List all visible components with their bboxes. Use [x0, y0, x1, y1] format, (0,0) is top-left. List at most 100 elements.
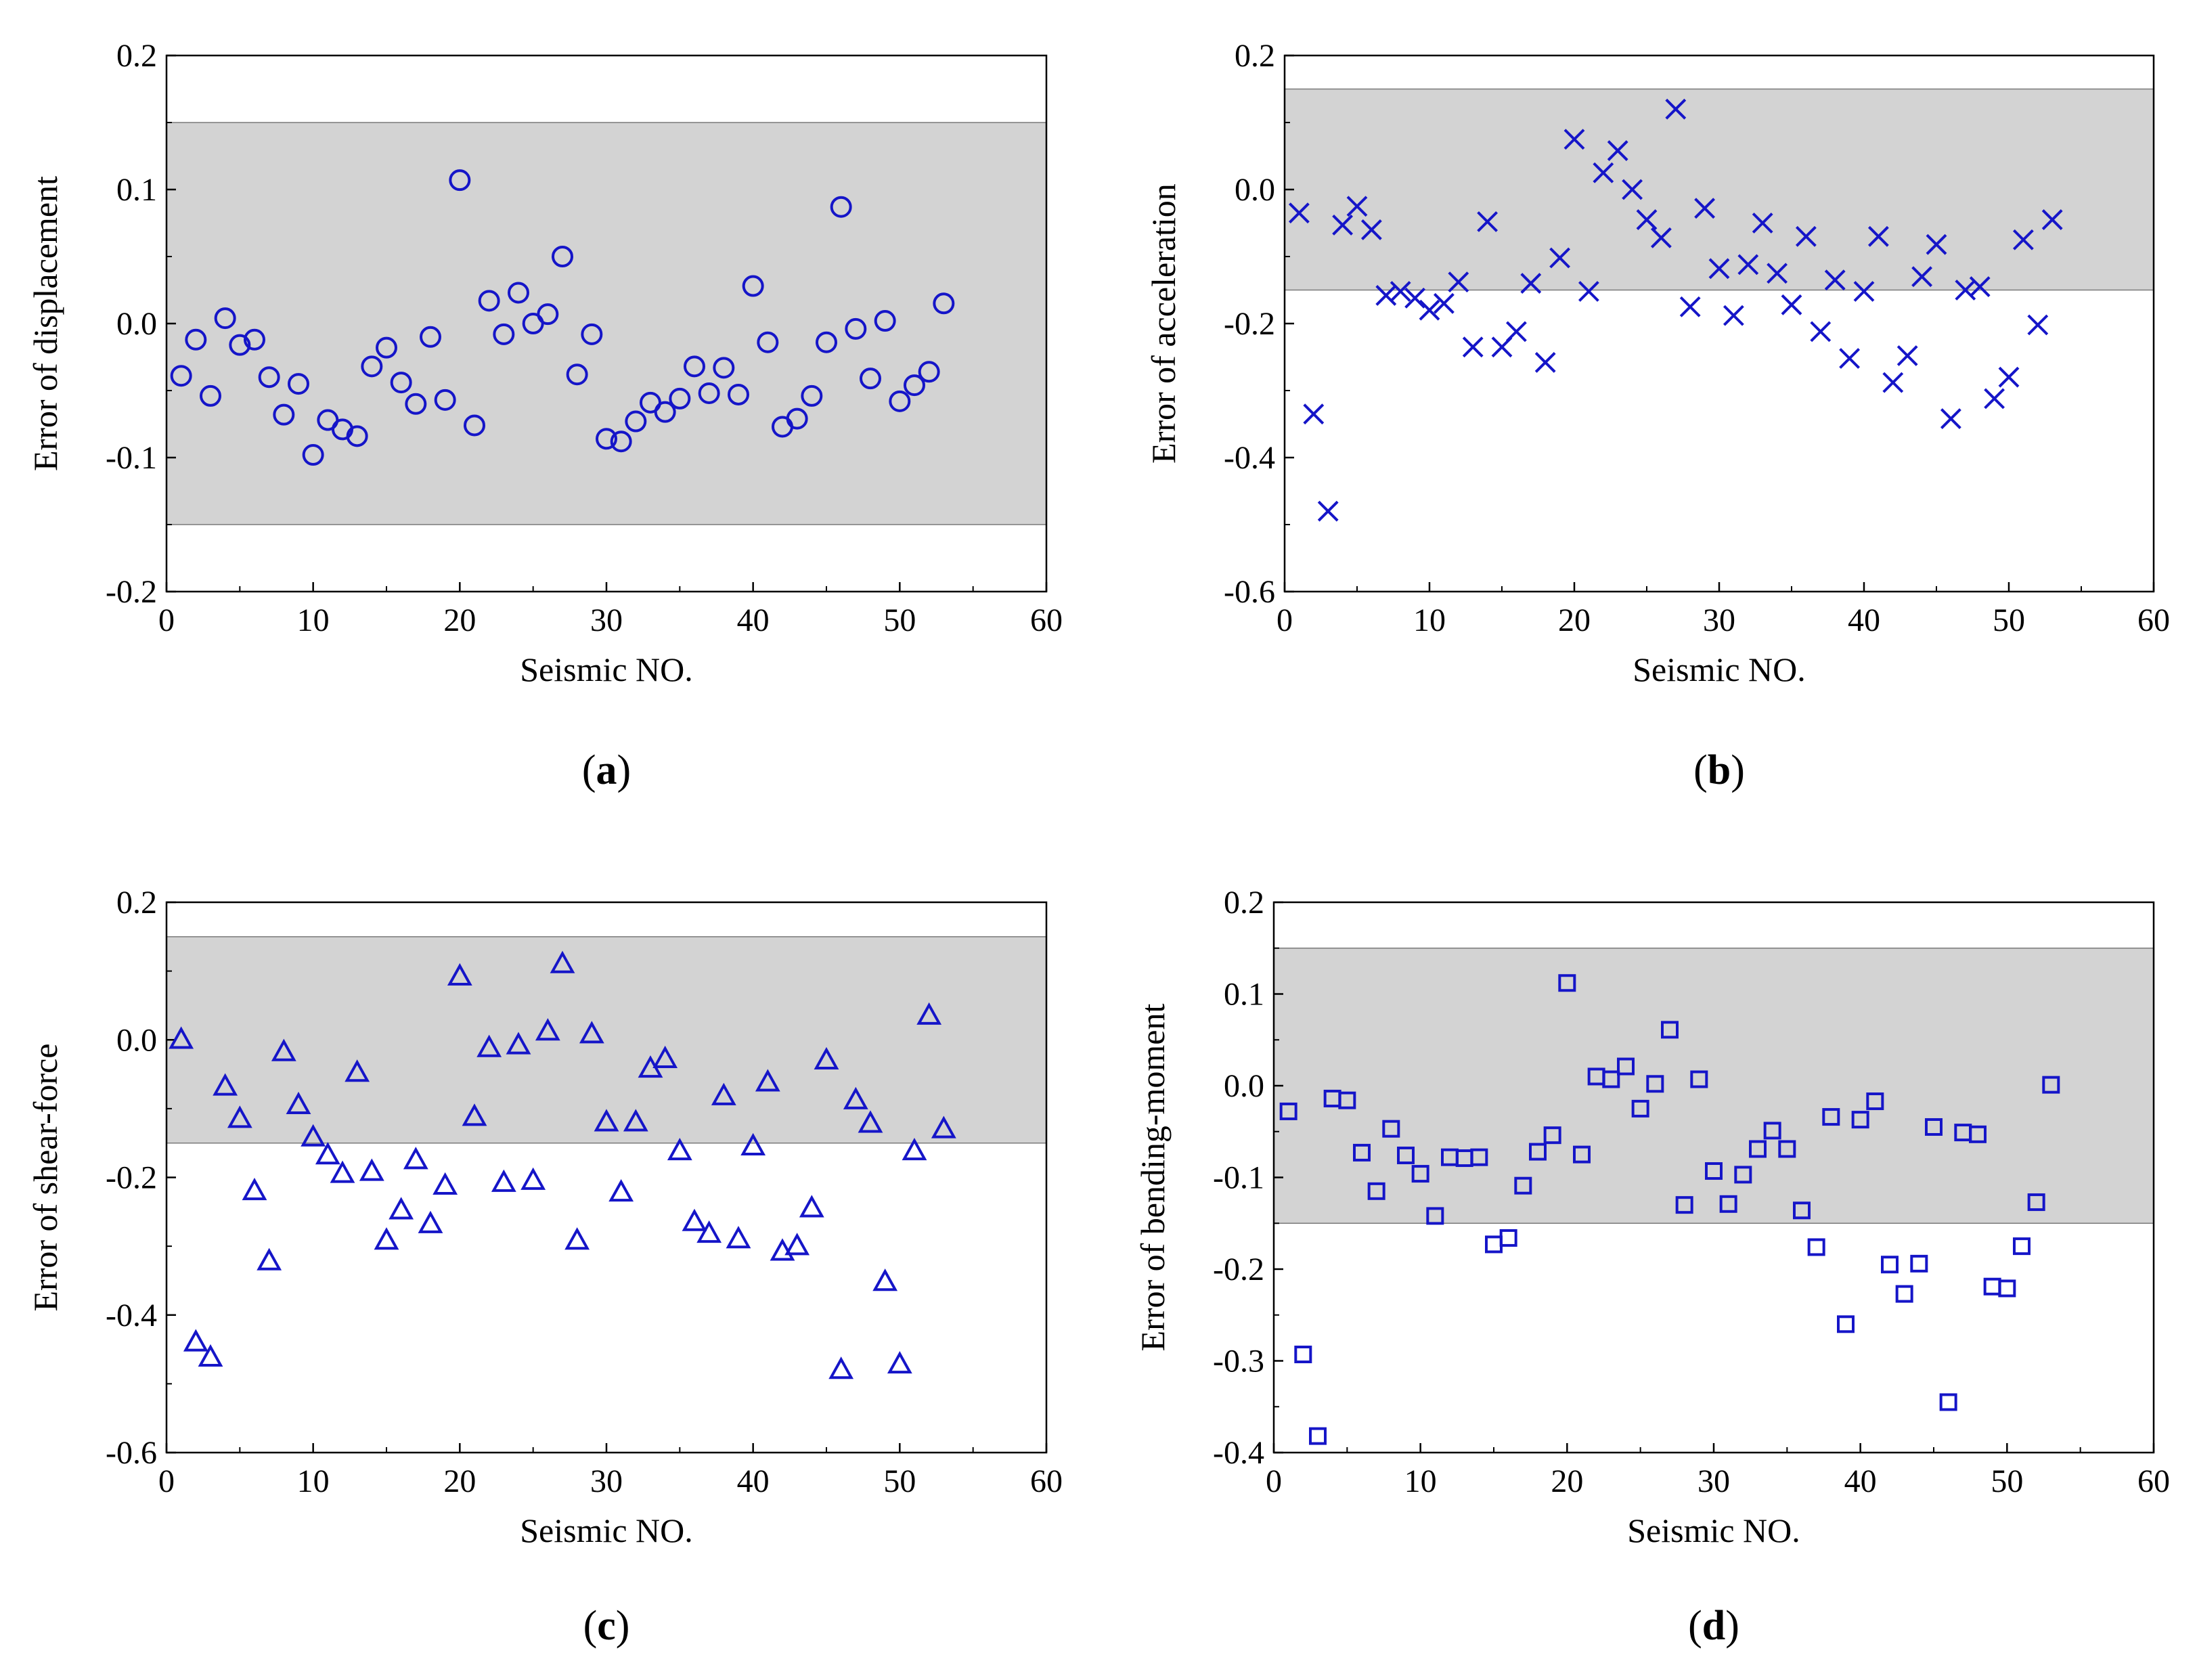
x-axis-label: Seismic NO.: [520, 650, 693, 688]
data-point: [520, 1167, 546, 1190]
data-point: [1404, 287, 1426, 309]
data-point: [1573, 1145, 1591, 1164]
data-point: [1896, 345, 1918, 366]
chart-panel-a: 0 10 20 30 40 50 60 -0.2 -0.1 0.0 0.1 0.2 Seismic NO…: [26, 38, 1063, 793]
data-point: [1529, 1143, 1547, 1161]
data-point: [361, 355, 383, 378]
panel-label-open: (: [583, 1603, 598, 1649]
x-tick-label: 20: [1558, 602, 1591, 638]
tolerance-band: [167, 123, 1046, 525]
data-point: [478, 290, 500, 312]
x-tick-label: 10: [297, 602, 330, 638]
data-point: [389, 1197, 414, 1220]
panel-label: (c): [583, 1603, 630, 1649]
y-tick-label: -0.6: [1224, 574, 1275, 610]
data-point: [2041, 209, 2063, 230]
data-point: [227, 1105, 252, 1128]
data-point: [1998, 1279, 2016, 1298]
data-point: [1795, 225, 1817, 247]
data-point: [374, 1227, 399, 1250]
data-point: [1426, 1207, 1444, 1225]
data-point: [1969, 276, 1991, 297]
data-point: [801, 384, 823, 407]
data-point: [1851, 1111, 1869, 1129]
data-point: [1723, 305, 1744, 326]
data-point: [784, 1233, 810, 1256]
data-point: [594, 1109, 619, 1132]
data-point: [1382, 1120, 1400, 1138]
tolerance-band: [167, 936, 1046, 1143]
panel-label: (d): [1688, 1603, 1739, 1649]
data-point: [667, 1138, 692, 1161]
data-point: [1882, 372, 1904, 393]
x-tick-label: 0: [1277, 602, 1293, 638]
data-point: [1895, 1285, 1913, 1303]
panel-label-letter: d: [1702, 1603, 1725, 1649]
data-point: [346, 425, 368, 447]
data-point: [493, 323, 515, 345]
data-point: [273, 403, 295, 426]
y-tick-label: -0.2: [106, 574, 157, 610]
data-point: [566, 363, 588, 386]
data-point: [449, 169, 471, 192]
data-point: [1793, 1201, 1811, 1220]
data-point: [1558, 974, 1576, 992]
data-point: [1646, 1075, 1664, 1093]
data-point: [1837, 1315, 1855, 1333]
marker-series: [1288, 98, 2063, 522]
data-point: [1734, 1166, 1752, 1184]
data-point: [1650, 227, 1672, 248]
data-point: [1839, 348, 1861, 369]
data-point: [904, 374, 925, 397]
x-tick-label: 10: [1404, 1463, 1437, 1499]
data-point: [684, 355, 705, 378]
data-point: [902, 1138, 927, 1161]
data-point: [1411, 1165, 1429, 1183]
panel-label-close: ): [616, 1603, 630, 1649]
data-point: [1549, 247, 1571, 269]
data-point: [1998, 366, 2020, 388]
data-point: [1694, 198, 1716, 219]
panel-label-close: ): [617, 747, 631, 793]
data-point: [447, 963, 472, 986]
data-point: [462, 1103, 487, 1126]
x-tick-label: 20: [443, 602, 476, 638]
data-point: [1763, 1122, 1781, 1140]
x-axis-label: Seismic NO.: [520, 1511, 693, 1549]
data-point: [610, 430, 632, 453]
x-tick-label: 50: [1991, 1463, 2023, 1499]
x-tick-label: 60: [2137, 602, 2170, 638]
data-point: [1705, 1162, 1723, 1180]
data-point: [1824, 269, 1846, 291]
y-tick-label: 0.1: [116, 172, 157, 208]
data-point: [1867, 225, 1889, 247]
data-point: [1911, 266, 1933, 288]
data-point: [183, 1329, 208, 1352]
data-point: [1810, 321, 1832, 342]
x-tick-label: 60: [1030, 1463, 1063, 1499]
x-tick-label: 20: [443, 1463, 476, 1499]
data-point: [405, 393, 427, 415]
y-tick-label: 0.0: [1235, 172, 1275, 208]
data-point: [755, 1069, 780, 1092]
panel-label-letter: b: [1708, 747, 1731, 793]
data-point: [1505, 321, 1527, 342]
data-point: [170, 365, 192, 387]
x-tick-label: 30: [1697, 1463, 1730, 1499]
x-tick-label: 30: [1703, 602, 1735, 638]
data-point: [1665, 98, 1687, 120]
data-point: [229, 334, 251, 356]
data-point: [1375, 285, 1397, 306]
data-point: [698, 382, 720, 404]
data-point: [1984, 388, 2005, 410]
data-point: [742, 275, 764, 297]
data-point: [918, 361, 940, 383]
data-point: [2027, 1193, 2045, 1212]
data-point: [1462, 336, 1484, 358]
data-point: [214, 307, 236, 330]
data-point: [1749, 1140, 1767, 1158]
data-point: [476, 1034, 502, 1057]
x-tick-label: 0: [158, 1463, 175, 1499]
y-tick-label: -0.2: [1213, 1252, 1264, 1287]
data-point: [843, 1086, 868, 1109]
